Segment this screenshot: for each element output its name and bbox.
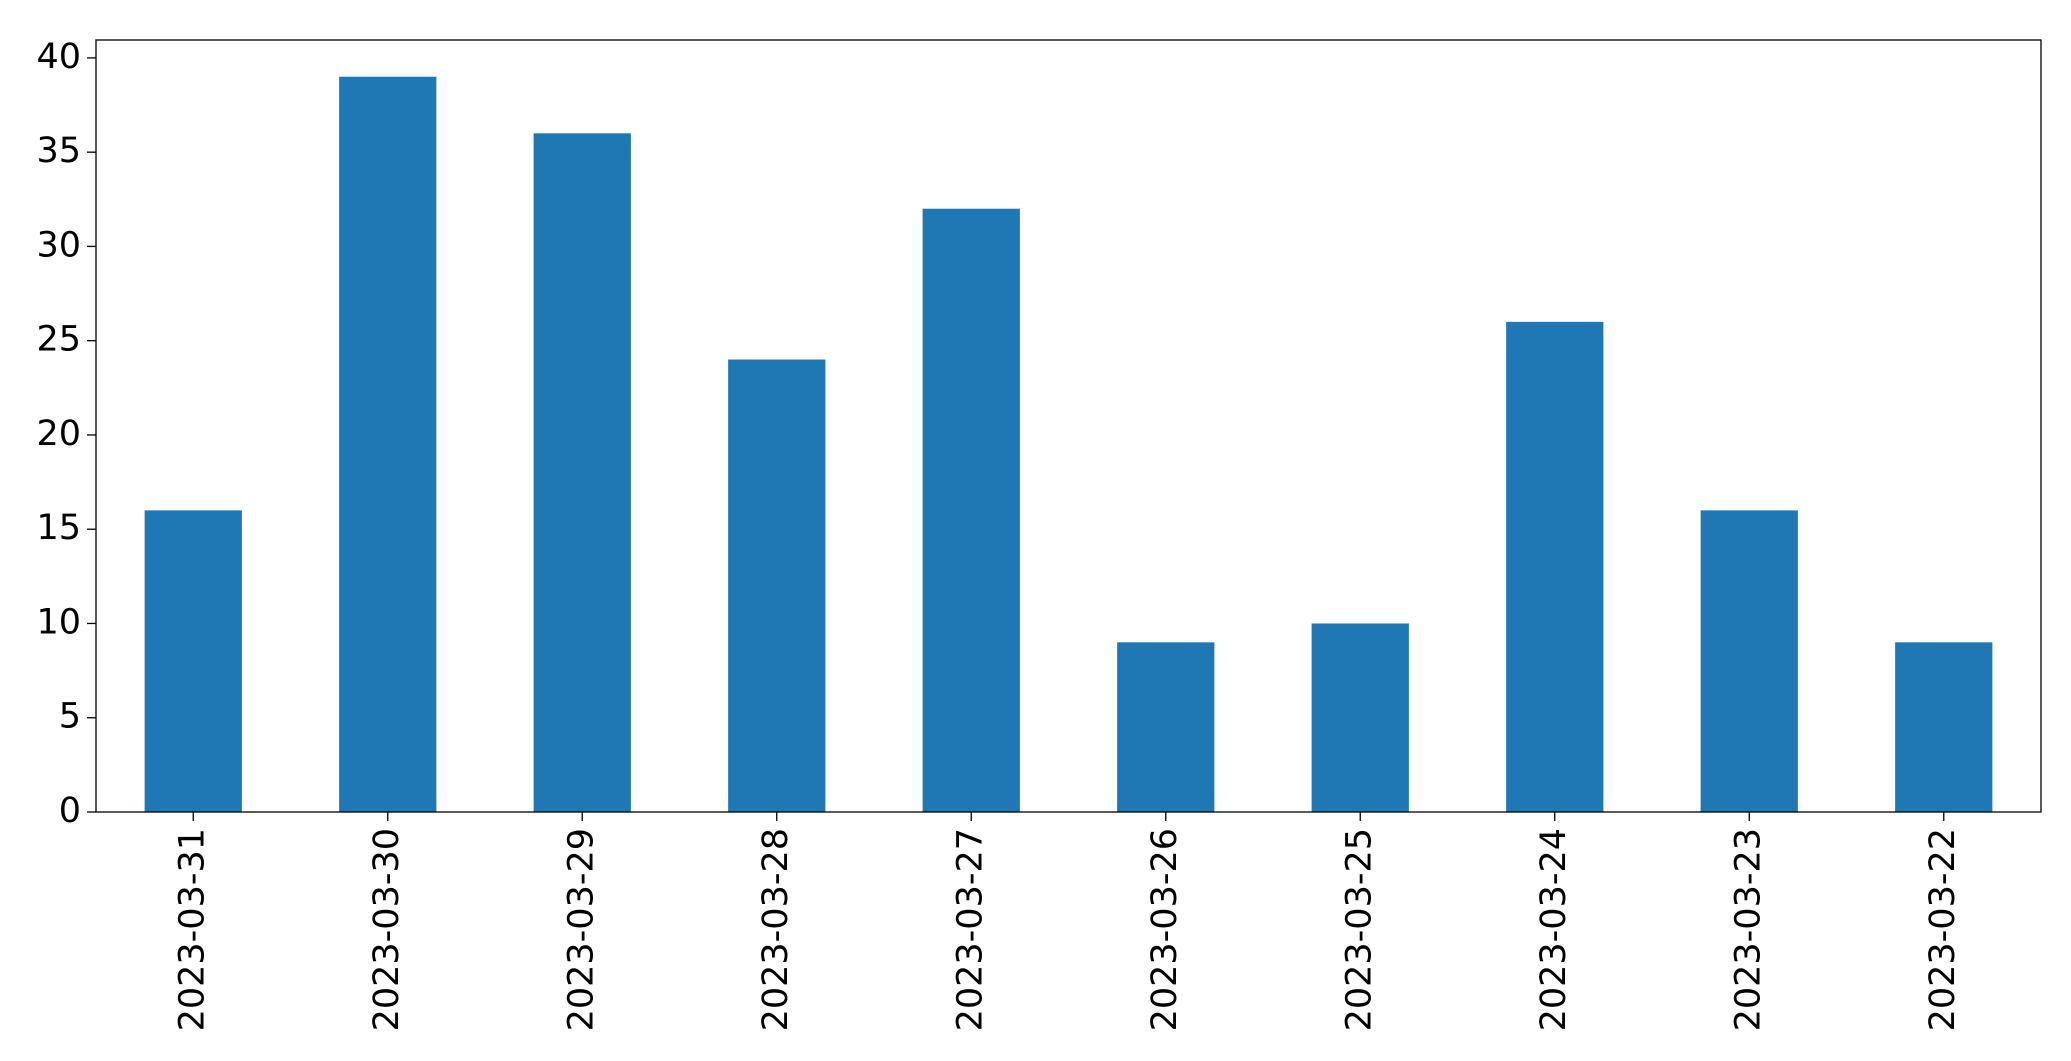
x-tick-label: 2023-03-28 (756, 828, 796, 1031)
y-tick-label: 40 (36, 37, 81, 77)
x-tick-label: 2023-03-23 (1728, 828, 1768, 1031)
y-tick-label: 30 (36, 225, 81, 265)
x-tick-label: 2023-03-31 (172, 828, 212, 1031)
x-tick-label: 2023-03-29 (561, 828, 601, 1031)
bar (728, 359, 826, 812)
bar (1117, 642, 1215, 812)
x-tick-label: 2023-03-22 (1923, 828, 1963, 1031)
y-tick-label: 25 (36, 320, 81, 360)
y-tick-label: 20 (36, 414, 81, 454)
x-tick-label: 2023-03-24 (1534, 828, 1574, 1031)
y-tick-label: 35 (36, 131, 81, 171)
bar (533, 133, 631, 813)
bar (1506, 321, 1604, 812)
x-tick-label: 2023-03-26 (1145, 828, 1185, 1031)
bar (144, 510, 242, 812)
y-tick-label: 10 (36, 602, 81, 642)
x-tick-label: 2023-03-25 (1339, 828, 1379, 1031)
y-tick-label: 15 (36, 508, 81, 548)
bar (922, 208, 1020, 812)
bar (339, 76, 437, 812)
plot-frame (95, 39, 2042, 813)
y-tick-label: 5 (59, 697, 81, 737)
bar (1895, 642, 1993, 812)
bar (1700, 510, 1798, 812)
bar (1311, 623, 1409, 812)
x-tick-label: 2023-03-27 (950, 828, 990, 1031)
x-tick-label: 2023-03-30 (367, 828, 407, 1031)
y-tick-label: 0 (59, 791, 81, 831)
